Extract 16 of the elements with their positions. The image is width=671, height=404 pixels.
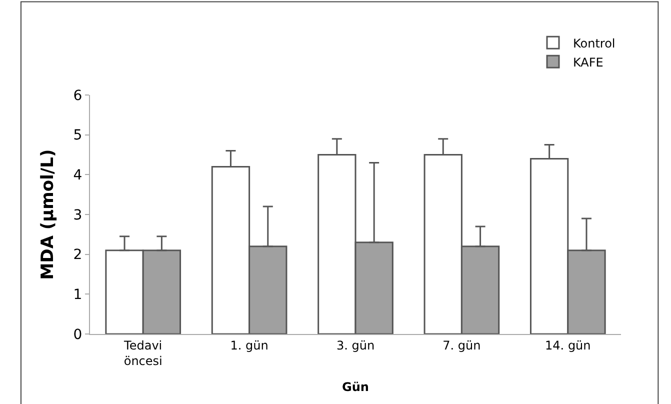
legend-label: KAFE [573,55,604,70]
x-tick-label: 7. gün [442,338,481,352]
x-tick-label: 14. gün [545,338,591,352]
x-tick-label: Tedavi öncesi [123,338,162,368]
x-axis-title: Gün [342,380,369,394]
y-tick-label: 1 [73,287,82,304]
y-axis-title: MDA (μmol/L) [38,149,58,280]
y-tick-label: 3 [73,207,82,224]
y-tick-label: 2 [73,247,82,264]
y-tick-label: 5 [73,128,82,144]
y-tick-label: 4 [73,168,82,184]
x-tick-label: 1. gün [230,338,268,352]
x-tick-label: 3. gün [336,338,375,352]
y-tick-label: 0 [73,326,82,343]
y-tick-label: 6 [73,88,82,104]
legend-label: Kontrol [573,36,616,50]
